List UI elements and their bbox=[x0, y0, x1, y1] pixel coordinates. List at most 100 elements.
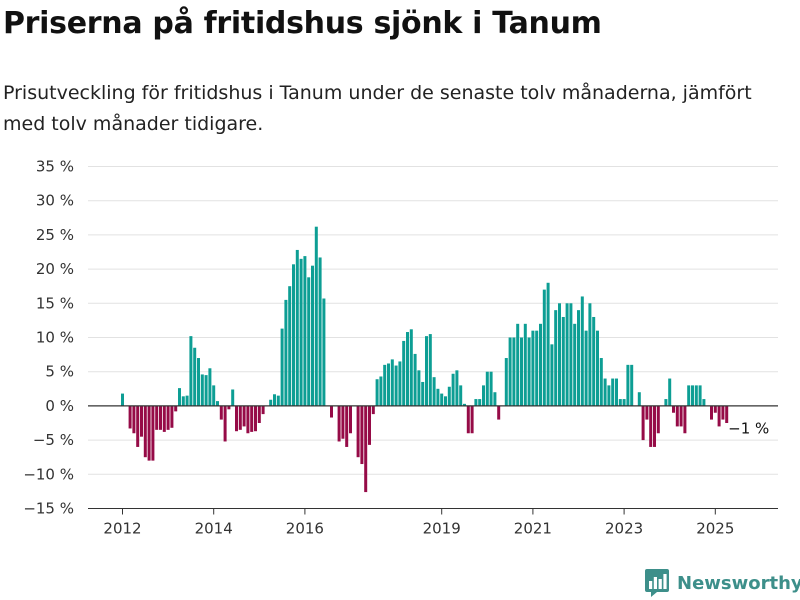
bar-2015-11 bbox=[295, 249, 299, 406]
bar-2018-08 bbox=[421, 381, 425, 406]
bar-2014-04 bbox=[223, 405, 227, 442]
bar-2013-12 bbox=[208, 368, 212, 406]
bar-2012-05 bbox=[136, 405, 140, 447]
bar-2020-06 bbox=[504, 358, 508, 406]
bar-2017-12 bbox=[390, 359, 394, 406]
x-tick-label: 2019 bbox=[423, 520, 461, 538]
bar-2017-05 bbox=[364, 405, 368, 493]
brand-name: Newsworthy bbox=[677, 572, 800, 594]
bar-2012-10 bbox=[155, 405, 159, 430]
bar-2023-12 bbox=[664, 399, 668, 406]
gridlines bbox=[88, 166, 778, 509]
bar-2018-02 bbox=[398, 361, 402, 406]
bar-2013-11 bbox=[204, 375, 208, 406]
x-tick-label: 2012 bbox=[103, 520, 141, 538]
bar-2024-04 bbox=[679, 405, 683, 427]
bar-2017-01 bbox=[349, 405, 352, 434]
bar-2020-03 bbox=[493, 392, 497, 406]
bar-2023-03 bbox=[630, 364, 634, 406]
bar-2021-04 bbox=[542, 289, 546, 406]
bar-2018-01 bbox=[394, 365, 398, 406]
x-tick-label: 2016 bbox=[286, 520, 324, 538]
bar-2019-07 bbox=[463, 403, 466, 406]
bar-2012-12 bbox=[162, 405, 166, 432]
bar-2013-08 bbox=[193, 347, 197, 406]
bar-2021-03 bbox=[539, 323, 542, 406]
bar-2019-06 bbox=[459, 385, 463, 406]
bar-2024-12 bbox=[710, 405, 713, 420]
bar-2024-10 bbox=[702, 399, 706, 406]
bar-2021-12 bbox=[573, 323, 577, 406]
bar-2014-08 bbox=[238, 405, 242, 430]
bar-2016-01 bbox=[303, 256, 307, 406]
bar-2015-06 bbox=[276, 395, 280, 406]
bar-2022-05 bbox=[592, 316, 596, 406]
bar-2012-03 bbox=[128, 405, 132, 429]
y-tick-label: 35 % bbox=[36, 158, 74, 176]
y-tick-label: 10 % bbox=[36, 329, 74, 347]
bar-2013-05 bbox=[181, 396, 185, 406]
bar-2024-09 bbox=[698, 385, 702, 406]
bar-2019-05 bbox=[455, 370, 459, 406]
bar-2024-07 bbox=[691, 385, 694, 406]
bar-2014-02 bbox=[216, 401, 219, 406]
bar-2022-11 bbox=[615, 378, 618, 406]
bar-2019-04 bbox=[451, 373, 455, 406]
y-tick-label: 0 % bbox=[45, 397, 74, 415]
bar-2019-09 bbox=[470, 405, 474, 434]
bar-2023-10 bbox=[656, 405, 660, 434]
bar-2020-08 bbox=[512, 337, 516, 406]
bar-2019-03 bbox=[447, 386, 451, 406]
bar-2021-10 bbox=[565, 303, 569, 406]
bar-2013-04 bbox=[178, 388, 181, 406]
bar-2021-06 bbox=[550, 344, 554, 406]
bar-2015-09 bbox=[288, 286, 292, 406]
bar-2024-06 bbox=[687, 385, 691, 406]
bar-2018-06 bbox=[413, 353, 417, 406]
newsworthy-logo: Newsworthy bbox=[644, 567, 800, 599]
y-tick-label: −10 % bbox=[23, 465, 74, 483]
y-tick-label: −15 % bbox=[23, 500, 74, 518]
bar-2022-04 bbox=[588, 303, 592, 406]
bar-2019-12 bbox=[482, 385, 485, 406]
bar-2023-09 bbox=[653, 405, 656, 447]
bar-2021-01 bbox=[531, 330, 535, 406]
bar-2018-11 bbox=[432, 377, 436, 406]
bar-2017-08 bbox=[375, 379, 379, 406]
bar-2024-08 bbox=[694, 385, 698, 406]
bar-2015-02 bbox=[261, 405, 265, 415]
bar-2021-08 bbox=[558, 303, 561, 406]
bar-2013-01 bbox=[166, 405, 170, 430]
bar-2020-04 bbox=[497, 405, 501, 420]
bar-2022-03 bbox=[584, 330, 588, 406]
bar-2012-08 bbox=[147, 405, 151, 461]
bar-2017-11 bbox=[387, 363, 390, 406]
bar-2020-10 bbox=[520, 337, 523, 406]
bar-chart-logo-icon bbox=[645, 569, 669, 597]
bar-2012-06 bbox=[140, 405, 143, 437]
bar-2022-08 bbox=[603, 378, 607, 406]
bar-2018-09 bbox=[425, 336, 428, 406]
bar-2023-02 bbox=[626, 364, 630, 406]
bar-2020-09 bbox=[516, 323, 520, 406]
bar-2022-06 bbox=[596, 330, 599, 406]
y-tick-label: 25 % bbox=[36, 226, 74, 244]
bar-2022-10 bbox=[611, 378, 615, 406]
bar-2016-12 bbox=[345, 405, 349, 447]
bar-2017-09 bbox=[379, 376, 383, 406]
bar-2024-05 bbox=[683, 405, 687, 434]
bar-2025-01 bbox=[713, 405, 717, 413]
x-tick-label: 2025 bbox=[696, 520, 734, 538]
axes: −15 % −10 % −5 % 0 % 5 % 10 % 15 % 20 % 25 % 30 %… bbox=[23, 158, 778, 538]
bar-2016-05 bbox=[318, 257, 322, 406]
bar-2023-08 bbox=[649, 405, 653, 447]
bar-2019-11 bbox=[478, 399, 482, 406]
bar-2015-01 bbox=[257, 405, 261, 423]
bar-2018-10 bbox=[428, 334, 432, 406]
bar-2017-04 bbox=[360, 405, 364, 465]
bar-2018-12 bbox=[436, 388, 440, 406]
x-tick-label: 2014 bbox=[195, 520, 233, 538]
bars bbox=[121, 226, 729, 493]
bar-2014-03 bbox=[219, 405, 223, 420]
